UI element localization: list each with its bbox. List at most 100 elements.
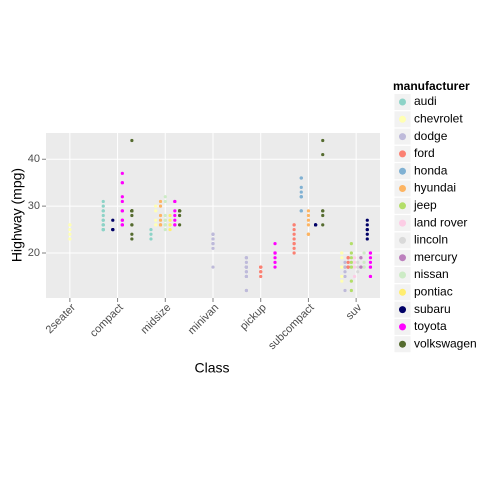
legend-label: ford bbox=[414, 146, 435, 160]
point bbox=[149, 232, 153, 236]
x-tick-label: midsize bbox=[139, 302, 174, 337]
point bbox=[340, 279, 344, 283]
point bbox=[321, 223, 325, 227]
point bbox=[321, 213, 325, 218]
point bbox=[178, 223, 182, 227]
point bbox=[349, 251, 353, 255]
point bbox=[362, 265, 366, 269]
point bbox=[352, 256, 357, 260]
x-tick-label: pickup bbox=[238, 302, 269, 333]
point bbox=[244, 265, 248, 269]
point bbox=[163, 223, 167, 227]
legend-label: subaru bbox=[414, 302, 451, 316]
point bbox=[120, 195, 124, 199]
point bbox=[306, 223, 311, 227]
point bbox=[163, 199, 167, 204]
point bbox=[313, 223, 318, 227]
x-tick-label: subcompact bbox=[266, 302, 316, 352]
point bbox=[299, 209, 303, 213]
point bbox=[349, 279, 353, 283]
point bbox=[292, 227, 296, 232]
point bbox=[120, 199, 124, 204]
point bbox=[340, 251, 344, 255]
point bbox=[359, 265, 363, 269]
legend-swatch bbox=[399, 202, 406, 210]
point bbox=[343, 288, 347, 293]
point bbox=[299, 176, 303, 180]
point bbox=[368, 256, 373, 260]
point bbox=[356, 270, 360, 274]
point bbox=[130, 138, 134, 143]
point bbox=[244, 288, 248, 293]
point bbox=[120, 223, 124, 227]
point bbox=[168, 227, 172, 232]
point bbox=[306, 232, 311, 236]
legend-swatch bbox=[399, 167, 406, 175]
point bbox=[356, 265, 360, 269]
point bbox=[168, 223, 172, 227]
point bbox=[101, 227, 105, 232]
legend-label: honda bbox=[414, 163, 448, 177]
legend-swatch bbox=[399, 98, 406, 106]
point bbox=[349, 256, 353, 260]
point bbox=[211, 232, 215, 236]
point bbox=[306, 213, 311, 218]
point bbox=[154, 223, 158, 227]
point bbox=[120, 181, 124, 185]
point bbox=[299, 195, 303, 199]
point bbox=[349, 260, 353, 264]
legend-swatch bbox=[399, 150, 406, 158]
point bbox=[130, 223, 134, 227]
point bbox=[244, 274, 248, 279]
point bbox=[158, 204, 163, 208]
legend-label: lincoln bbox=[414, 233, 448, 247]
point bbox=[211, 242, 215, 246]
point bbox=[149, 237, 153, 241]
legend-swatch bbox=[399, 323, 406, 331]
legend-label: volkswagen bbox=[414, 336, 477, 350]
point bbox=[130, 237, 134, 241]
legend-label: audi bbox=[414, 94, 437, 108]
point bbox=[352, 274, 357, 279]
legend-label: mercury bbox=[414, 250, 457, 264]
point bbox=[158, 199, 163, 204]
point bbox=[292, 237, 296, 241]
legend-swatch bbox=[399, 306, 406, 314]
point bbox=[111, 218, 115, 222]
point bbox=[244, 270, 248, 274]
point bbox=[292, 246, 296, 250]
point bbox=[273, 265, 277, 269]
point bbox=[163, 227, 167, 232]
point bbox=[163, 218, 167, 222]
legend-swatch bbox=[399, 185, 406, 192]
point bbox=[178, 209, 182, 213]
point bbox=[158, 223, 163, 227]
x-tick-label: compact bbox=[88, 302, 126, 340]
point bbox=[292, 223, 296, 227]
y-tick-label: 40 bbox=[28, 153, 40, 165]
legend-swatch bbox=[399, 236, 406, 244]
point bbox=[292, 242, 296, 246]
point bbox=[163, 195, 167, 199]
y-tick-label: 20 bbox=[28, 247, 40, 259]
point bbox=[178, 213, 182, 218]
legend-label: nissan bbox=[414, 267, 449, 281]
legend-swatch bbox=[399, 340, 406, 348]
point bbox=[321, 209, 325, 213]
point bbox=[244, 260, 248, 264]
point bbox=[120, 171, 124, 175]
point bbox=[259, 274, 263, 279]
point bbox=[273, 251, 277, 255]
point bbox=[292, 232, 296, 236]
legend-title: manufacturer bbox=[393, 79, 470, 93]
point bbox=[130, 232, 134, 236]
point bbox=[173, 223, 177, 227]
point bbox=[259, 265, 263, 269]
point bbox=[101, 199, 105, 204]
point bbox=[173, 218, 177, 222]
point bbox=[346, 260, 350, 264]
point bbox=[343, 270, 347, 274]
point bbox=[352, 265, 357, 269]
